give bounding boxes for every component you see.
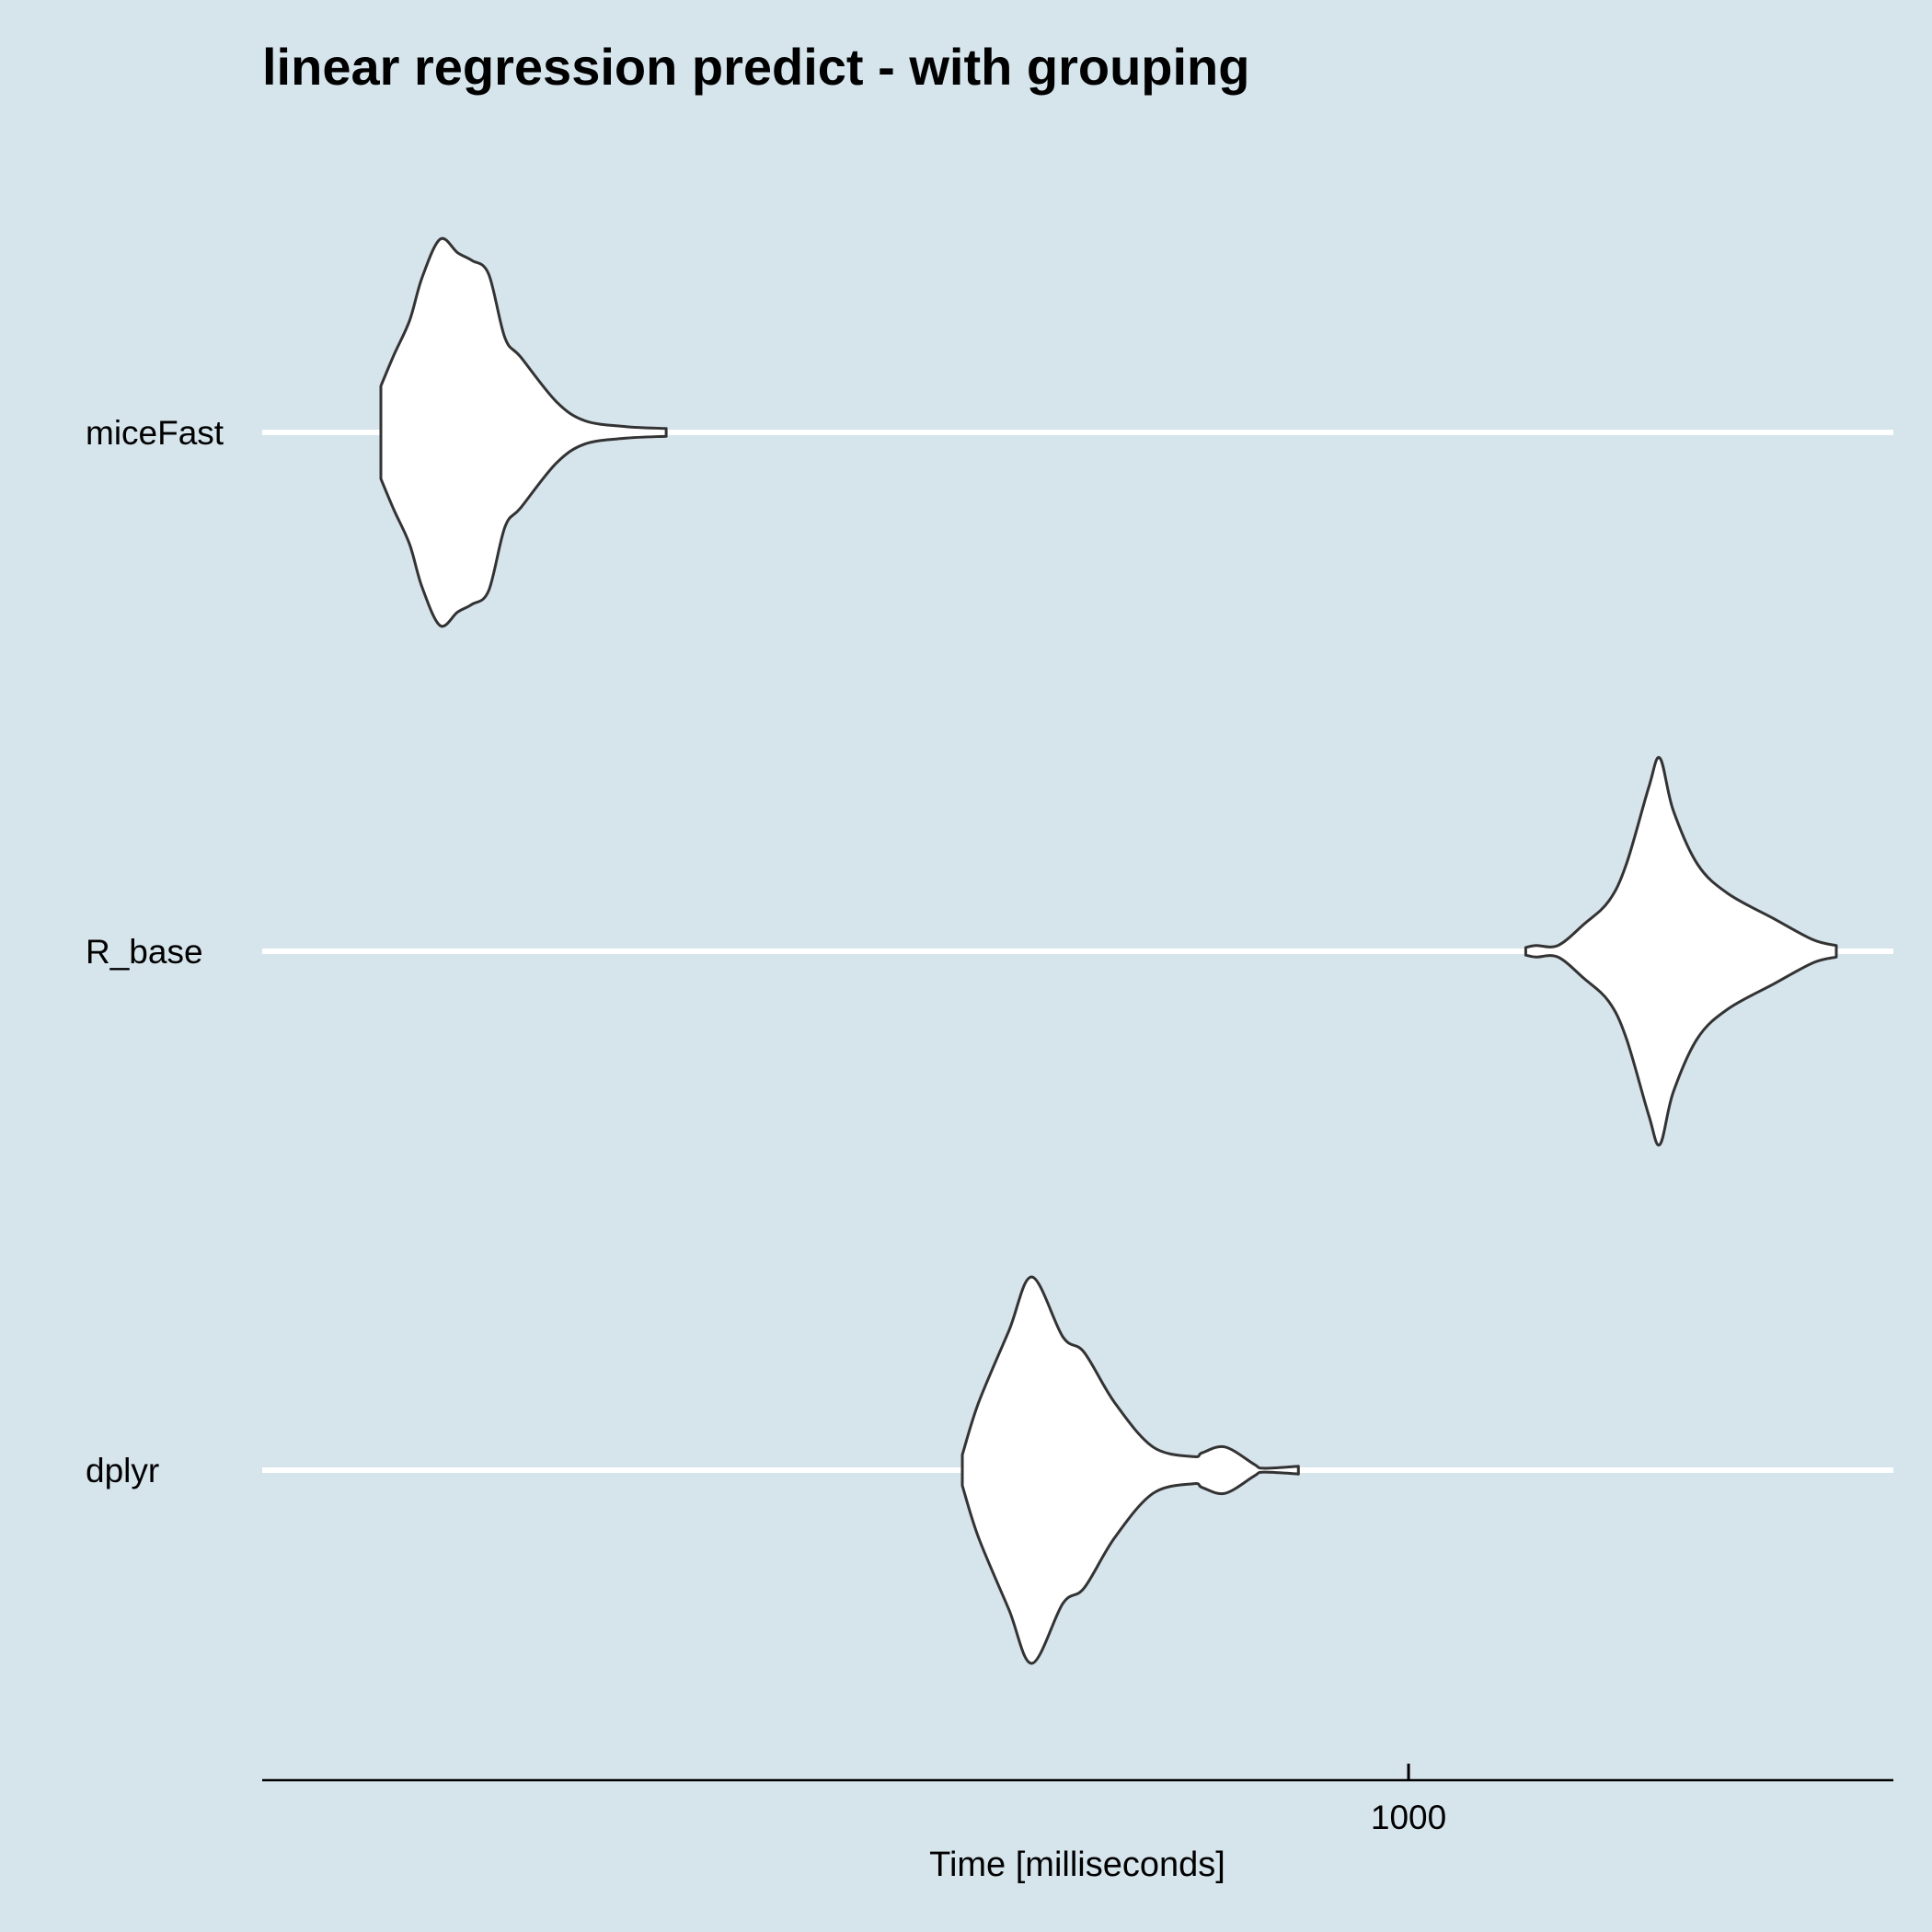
chart-title: linear regression predict - with groupin…: [262, 38, 1249, 96]
x-tick-label-1000: 1000: [1371, 1799, 1446, 1836]
category-label-miceFast: miceFast: [86, 414, 224, 452]
x-axis-ticks: 1000: [1371, 1764, 1446, 1836]
violin-dplyr: [960, 1275, 1300, 1665]
category-label-R_base: R_base: [86, 933, 203, 971]
violins: [379, 236, 1838, 1665]
violin-miceFast: [379, 236, 668, 628]
x-axis-title: Time [milliseconds]: [929, 1846, 1225, 1884]
category-label-dplyr: dplyr: [86, 1452, 159, 1489]
violin-R_base: [1524, 755, 1838, 1147]
